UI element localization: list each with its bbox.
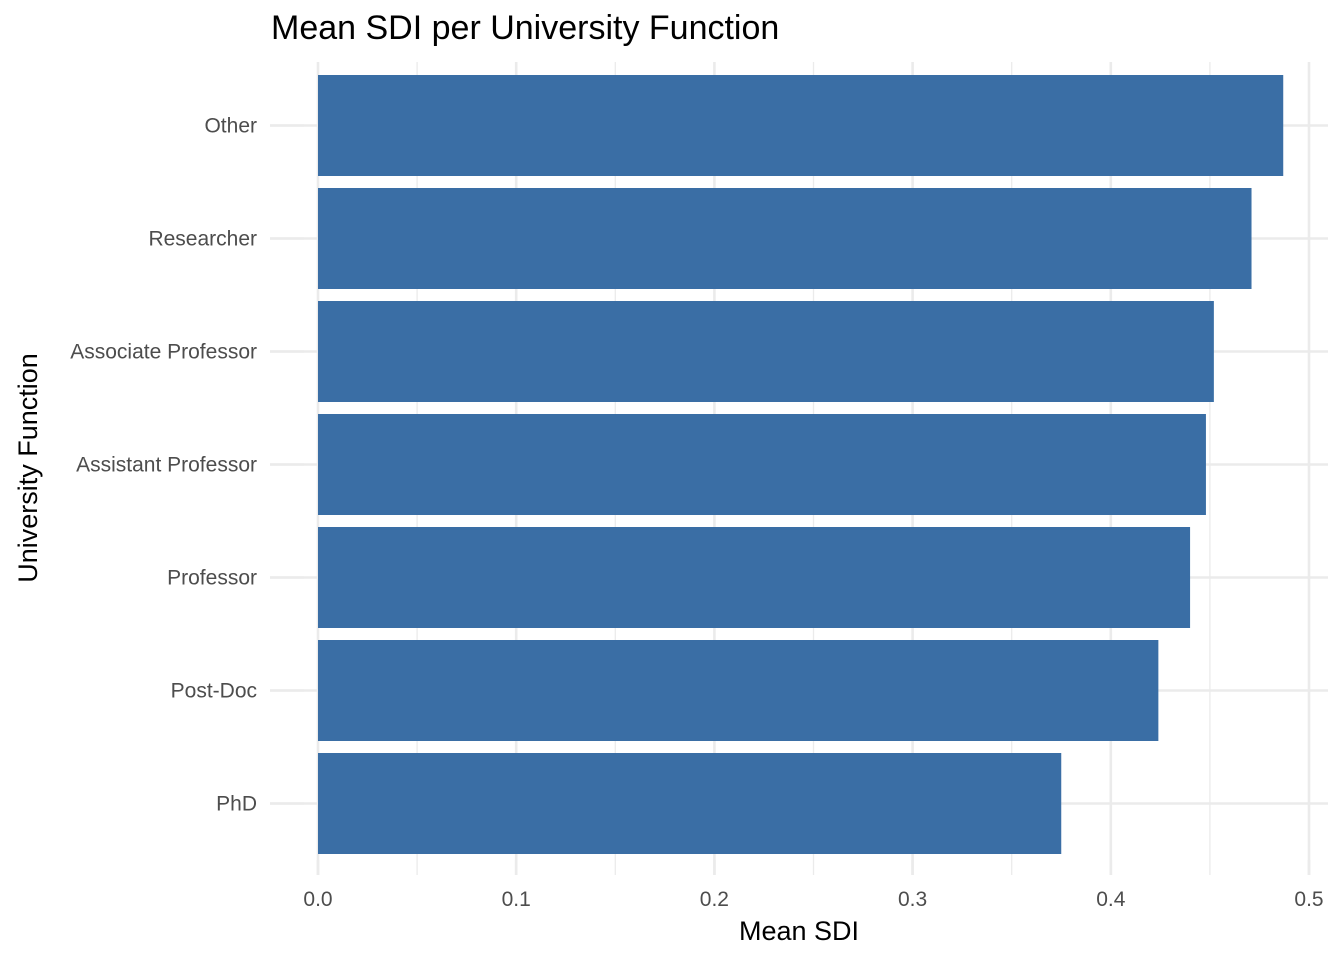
y-tick-label: Other — [204, 115, 257, 138]
bar-other — [318, 75, 1284, 176]
x-tick-label: 0.4 — [1096, 888, 1126, 911]
y-tick-label: Assistant Professor — [76, 454, 257, 477]
x-tick-label: 0.2 — [700, 888, 729, 911]
y-tick-label: Post-Doc — [171, 680, 257, 703]
bar-researcher — [318, 188, 1252, 289]
bar-phd — [318, 753, 1062, 854]
x-tick-label: 0.0 — [303, 888, 332, 911]
y-axis-title: University Function — [13, 353, 43, 583]
y-tick-label: Researcher — [148, 228, 257, 251]
y-axis-ticks: Other Researcher Associate Professor Assist… — [70, 115, 304, 816]
bar-post-doc — [318, 640, 1159, 741]
bar-professor — [318, 527, 1191, 628]
x-tick-label: 0.1 — [502, 888, 531, 911]
x-tick-label: 0.5 — [1294, 888, 1323, 911]
y-tick-label: PhD — [216, 793, 257, 816]
y-tick-label: Professor — [167, 567, 257, 590]
bar-assistant-professor — [318, 414, 1206, 515]
x-axis-ticks: 0.0 0.1 0.2 0.3 0.4 0.5 — [303, 860, 1324, 911]
chart-title: Mean SDI per University Function — [271, 9, 779, 47]
bar-associate-professor — [318, 301, 1214, 402]
bars — [318, 75, 1284, 854]
y-tick-label: Associate Professor — [70, 341, 257, 364]
x-tick-label: 0.3 — [898, 888, 927, 911]
x-axis-title: Mean SDI — [739, 916, 859, 946]
